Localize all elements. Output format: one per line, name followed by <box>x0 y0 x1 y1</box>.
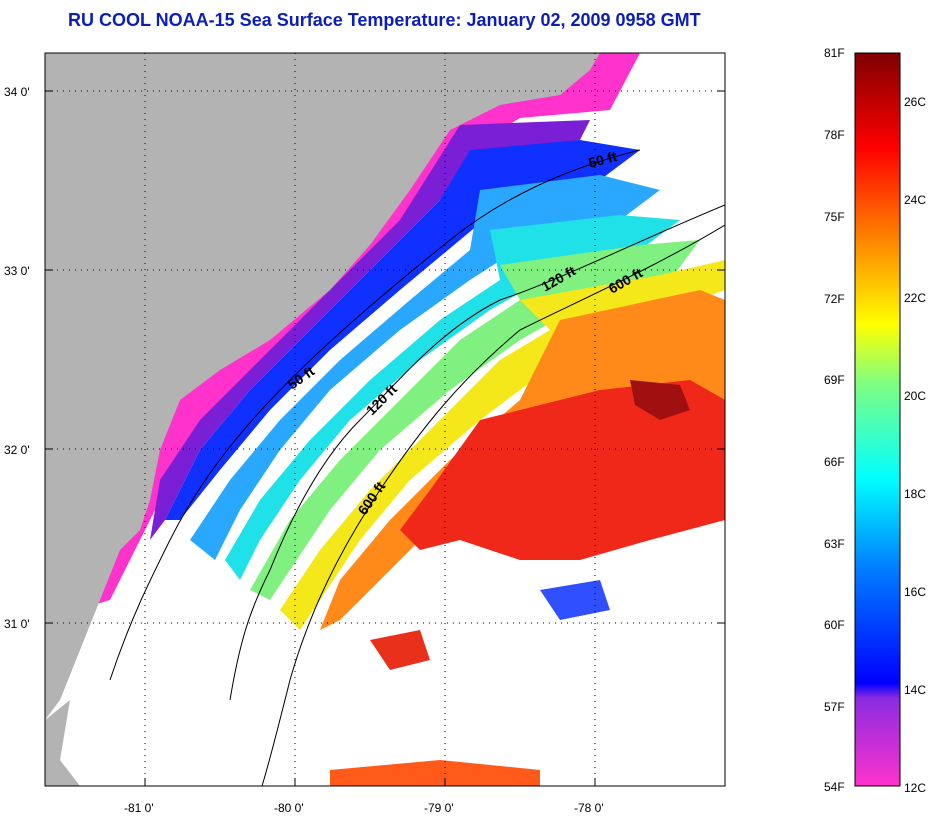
lat-label-31: 31 0' <box>4 617 30 631</box>
land-area <box>45 53 600 720</box>
colorbar-label-f-75: 75F <box>824 210 845 224</box>
sst-patch-red-bottom <box>330 760 540 786</box>
colorbar-label-c-20: 20C <box>904 389 927 403</box>
plot-frame <box>44 52 726 787</box>
contour-label-50ft-north: 50 ft <box>587 148 619 171</box>
colorbar-label-c-16: 16C <box>904 585 927 599</box>
tick-marks <box>45 90 725 786</box>
contour-120ft <box>229 204 725 701</box>
lat-label-34: 34 0' <box>4 85 30 99</box>
sst-patch-blue-south <box>540 580 610 620</box>
colorbar-label-f-57: 57F <box>824 700 845 714</box>
colorbar-label-c-24: 24C <box>904 193 927 207</box>
colorbar-label-f-78: 78F <box>824 128 845 142</box>
lon-label-78: -78 0' <box>574 801 604 815</box>
lat-label-32: 32 0' <box>4 443 30 457</box>
map-title: RU COOL NOAA-15 Sea Surface Temperature:… <box>68 10 701 30</box>
colorbar-label-c-14: 14C <box>904 683 927 697</box>
colorbar-label-c-12: 12C <box>904 781 927 795</box>
colorbar-label-c-18: 18C <box>904 487 927 501</box>
sst-patch-red-south <box>370 630 430 670</box>
graticule <box>45 53 725 786</box>
colorbar <box>854 52 901 787</box>
contour-50ft <box>109 149 641 681</box>
lat-label-33: 33 0' <box>4 264 30 278</box>
sst-band-lightblue <box>190 175 660 560</box>
contour-600ft <box>261 224 725 786</box>
colorbar-label-f-54: 54F <box>824 780 845 794</box>
lon-label-81: -81 0' <box>124 801 154 815</box>
lon-label-80: -80 0' <box>274 801 304 815</box>
colorbar-label-c-26: 26C <box>904 95 927 109</box>
sst-band-darkred <box>630 380 690 420</box>
land-area-south <box>45 700 80 786</box>
colorbar-label-c-22: 22C <box>904 291 927 305</box>
colorbar-label-f-69: 69F <box>824 373 845 387</box>
colorbar-label-f-72: 72F <box>824 292 845 306</box>
sst-band-red <box>400 380 725 560</box>
lon-label-79: -79 0' <box>424 801 454 815</box>
colorbar-label-f-63: 63F <box>824 537 845 551</box>
colorbar-label-f-66: 66F <box>824 455 845 469</box>
colorbar-label-f-60: 60F <box>824 618 845 632</box>
colorbar-label-f-81: 81F <box>824 46 845 60</box>
